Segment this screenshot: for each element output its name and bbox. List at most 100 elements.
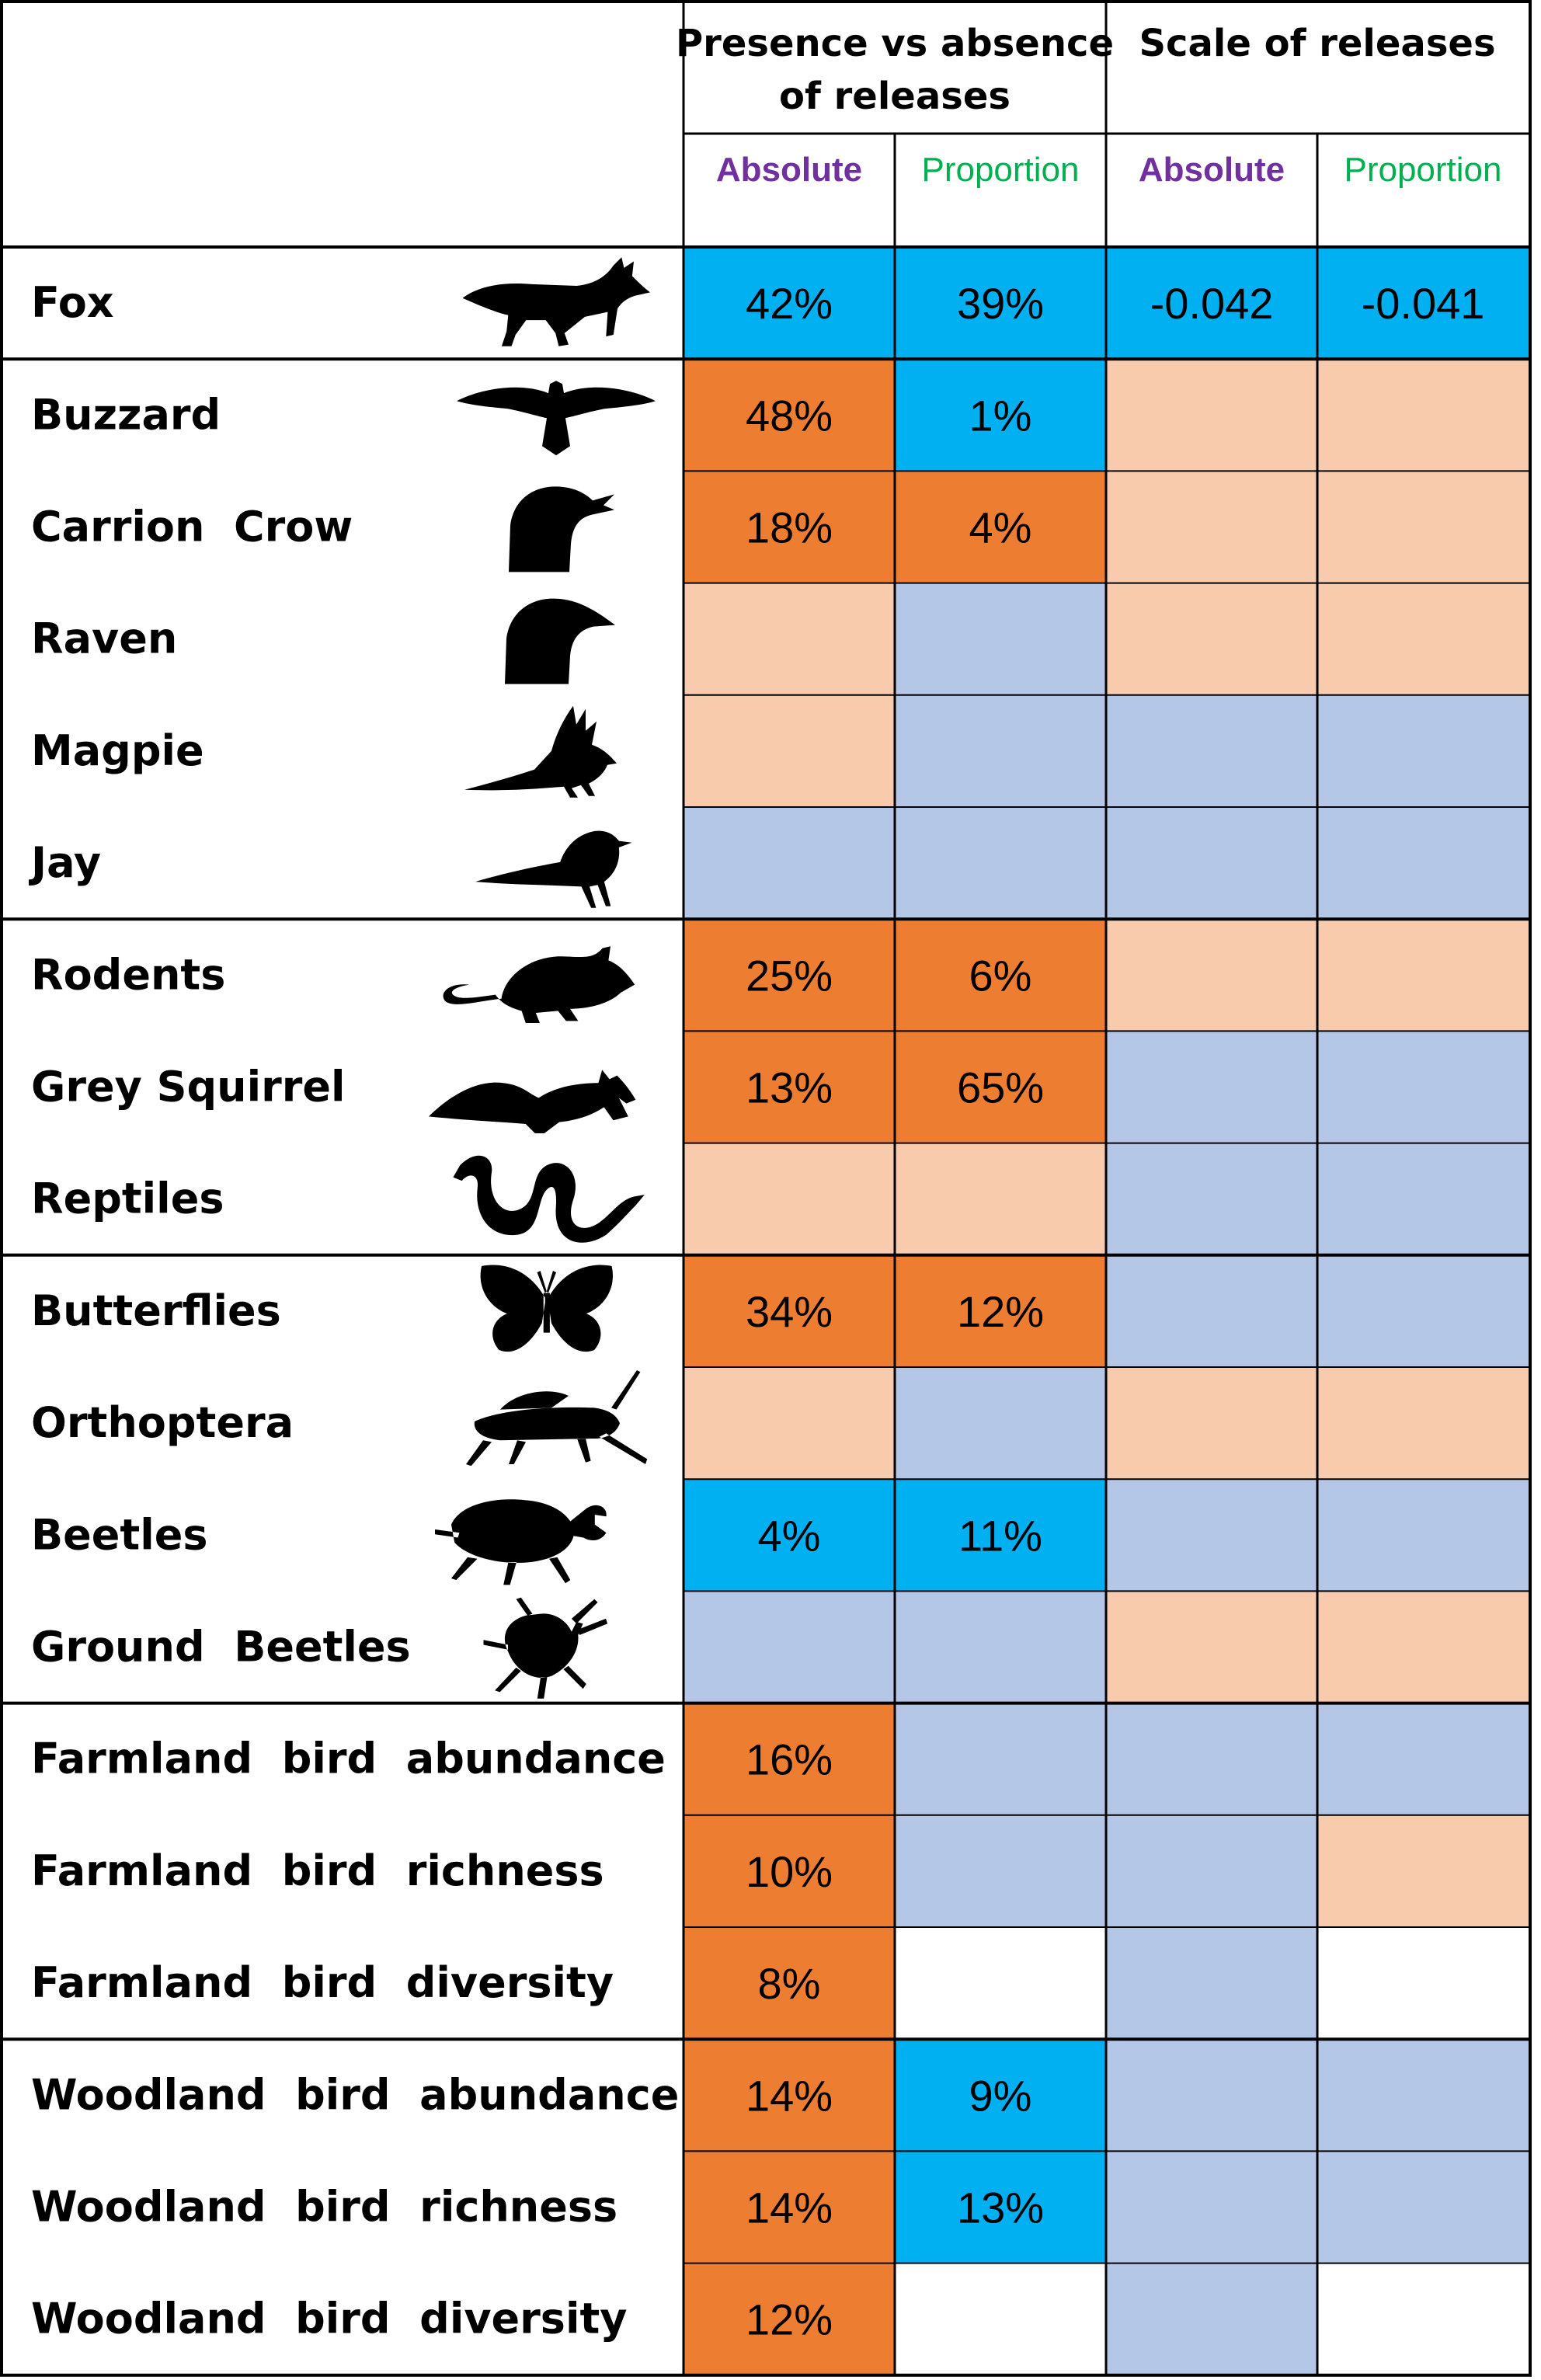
cell-14-3	[1317, 1815, 1529, 1927]
cell-5-2	[1106, 807, 1317, 920]
cell-1-0	[684, 359, 895, 471]
cell-value: 13%	[957, 2183, 1044, 2232]
cell-14-2	[1106, 1815, 1317, 1927]
sub-header-absolute: Absolute	[1139, 151, 1285, 189]
cell-8-3	[1317, 1143, 1529, 1255]
cell-15-3	[1317, 1927, 1529, 2040]
cell-8-0	[684, 1143, 895, 1255]
butterfly-icon	[480, 1265, 613, 1352]
cell-6-1	[895, 919, 1106, 1032]
cell-12-0	[684, 1591, 895, 1703]
magpie-icon	[464, 705, 617, 798]
cell-value: 13%	[746, 1063, 833, 1112]
row-label: Woodland bird richness	[31, 2183, 617, 2232]
cell-16-2	[1106, 2039, 1317, 2152]
cell-value: 11%	[958, 1511, 1042, 1560]
cell-11-3	[1317, 1479, 1529, 1592]
cell-8-2	[1106, 1143, 1317, 1255]
row-label: Magpie	[31, 726, 204, 775]
row-label: Woodland bird diversity	[31, 2295, 627, 2343]
cell-0-0	[684, 247, 895, 360]
cell-2-0	[684, 471, 895, 583]
cell-2-1	[895, 471, 1106, 583]
cell-4-2	[1106, 694, 1317, 807]
cell-9-0	[684, 1254, 895, 1367]
cell-7-1	[895, 1031, 1106, 1143]
cell-12-3	[1317, 1591, 1529, 1703]
cell-1-2	[1106, 359, 1317, 471]
row-label: Fox	[31, 278, 114, 327]
cell-value: 8%	[758, 1959, 821, 2008]
cell-2-2	[1106, 471, 1317, 583]
cell-3-0	[684, 583, 895, 695]
row-label: Buzzard	[31, 390, 221, 439]
cell-10-1	[895, 1367, 1106, 1480]
cell-14-1	[895, 1815, 1106, 1927]
crow-icon	[509, 486, 614, 572]
rodent-icon	[443, 946, 635, 1023]
cell-13-2	[1106, 1703, 1317, 1815]
cell-10-3	[1317, 1367, 1529, 1480]
jay-icon	[475, 830, 632, 908]
cell-value: 12%	[957, 1287, 1044, 1336]
row-label: Ground Beetles	[31, 1623, 411, 1672]
cell-value: 14%	[746, 2183, 833, 2232]
cell-14-0	[684, 1815, 895, 1927]
cell-18-3	[1317, 2263, 1529, 2375]
cell-7-3	[1317, 1031, 1529, 1143]
cell-13-3	[1317, 1703, 1529, 1815]
cell-11-2	[1106, 1479, 1317, 1592]
beetle-icon	[435, 1499, 607, 1585]
row-label: Grey Squirrel	[31, 1063, 345, 1112]
cell-10-0	[684, 1367, 895, 1480]
row-label: Farmland bird abundance	[31, 1735, 666, 1783]
cell-7-0	[684, 1031, 895, 1143]
cell-value: -0.042	[1150, 279, 1274, 328]
cell-11-1	[895, 1479, 1106, 1592]
cell-11-0	[684, 1479, 895, 1592]
ground-beetle-icon	[483, 1597, 608, 1699]
row-label: Carrion Crow	[31, 503, 353, 552]
row-label: Farmland bird diversity	[31, 1958, 614, 2007]
row-label: Farmland bird richness	[31, 1846, 604, 1895]
cell-9-1	[895, 1254, 1106, 1367]
cell-4-0	[684, 694, 895, 807]
buzzard-icon	[457, 381, 656, 456]
cell-value: 10%	[746, 1847, 833, 1896]
cell-9-3	[1317, 1254, 1529, 1367]
row-label: Raven	[31, 614, 177, 663]
cell-18-0	[684, 2263, 895, 2375]
cell-17-3	[1317, 2151, 1529, 2263]
cell-value: 1%	[969, 391, 1032, 440]
cell-4-1	[895, 694, 1106, 807]
cell-value: 65%	[957, 1063, 1044, 1112]
cell-18-1	[895, 2263, 1106, 2375]
row-label: Reptiles	[31, 1174, 224, 1223]
cell-value: 4%	[969, 503, 1032, 552]
cell-value: 18%	[746, 503, 833, 552]
cell-value: -0.041	[1362, 279, 1485, 328]
cell-value: 12%	[746, 2295, 833, 2344]
cell-15-2	[1106, 1927, 1317, 2040]
cell-15-1	[895, 1927, 1106, 2040]
row-label: Butterflies	[31, 1286, 281, 1335]
cell-0-2	[1106, 247, 1317, 360]
group-header-presence-line2: of releases	[779, 75, 1011, 118]
squirrel-icon	[429, 1070, 636, 1133]
group-header-scale: Scale of releases	[1139, 22, 1495, 65]
cell-12-2	[1106, 1591, 1317, 1703]
cell-13-0	[684, 1703, 895, 1815]
cell-value: 39%	[957, 279, 1044, 328]
cell-0-1	[895, 247, 1106, 360]
cell-6-2	[1106, 919, 1317, 1032]
cell-10-2	[1106, 1367, 1317, 1480]
cell-value: 34%	[746, 1287, 833, 1336]
cell-16-0	[684, 2039, 895, 2152]
row-label: Woodland bird abundance	[31, 2070, 679, 2119]
sub-header-proportion: Proportion	[921, 151, 1079, 189]
cell-5-3	[1317, 807, 1529, 920]
group-header-presence: Presence vs absence	[676, 22, 1114, 65]
cell-15-0	[684, 1927, 895, 2040]
